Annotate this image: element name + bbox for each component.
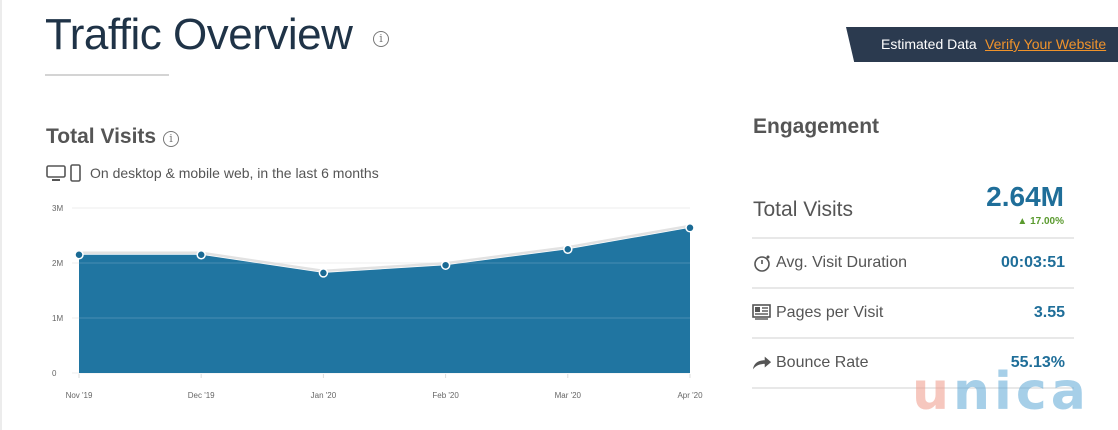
metric-bounce-rate: Bounce Rate 55.13% <box>752 353 1065 373</box>
divider <box>752 387 1074 389</box>
metric-label: Avg. Visit Duration <box>776 254 908 271</box>
x-tick-label: Feb '20 <box>432 391 459 400</box>
divider <box>752 337 1074 339</box>
data-point[interactable] <box>196 250 206 260</box>
metric-value: 55.13% <box>1010 354 1065 371</box>
title-underline <box>45 74 169 76</box>
arrow-up-icon: ▲ <box>1017 216 1028 227</box>
y-tick-label: 0 <box>52 369 57 378</box>
visits-area <box>79 227 690 373</box>
y-tick-label: 2M <box>52 259 63 268</box>
page-title: Traffic Overview <box>45 10 353 59</box>
unica-watermark: unica <box>912 362 1090 422</box>
info-icon[interactable]: i <box>163 131 179 147</box>
estimated-data-banner <box>846 27 1118 62</box>
stopwatch-icon <box>752 253 772 273</box>
device-icons <box>46 164 81 182</box>
data-point[interactable] <box>563 244 573 254</box>
metric-value: 00:03:51 <box>1000 254 1065 271</box>
verify-website-link[interactable]: Verify Your Website <box>985 36 1107 52</box>
watermark-rest: nica <box>953 362 1090 422</box>
change-value: 17.00% <box>1030 216 1064 227</box>
total-visits-chart[interactable]: 0 1M 2M 3M Nov '19 Dec '19 Jan '20 Feb '20 Mar '… <box>40 195 720 410</box>
metric-avg-visit-duration: Avg. Visit Duration 00:03:51 <box>752 253 1065 273</box>
metric-label: Pages per Visit <box>776 304 884 321</box>
x-tick-label: Jan '20 <box>311 391 337 400</box>
x-tick-label: Apr '20 <box>677 391 703 400</box>
data-point[interactable] <box>685 223 695 233</box>
divider <box>752 287 1074 289</box>
y-tick-label: 3M <box>52 204 63 213</box>
metric-label: Bounce Rate <box>776 354 869 371</box>
engagement-title: Engagement <box>753 115 880 138</box>
watermark-u: u <box>912 362 954 422</box>
data-point[interactable] <box>318 268 329 278</box>
x-tick-label: Dec '19 <box>188 391 215 400</box>
divider <box>752 237 1074 239</box>
total-visits-change: ▲ 17.00% <box>1017 216 1064 227</box>
data-point[interactable] <box>440 260 451 270</box>
desktop-icon <box>46 164 66 181</box>
total-visits-value: 2.64M <box>986 181 1064 212</box>
chart-subtitle: On desktop & mobile web, in the last 6 m… <box>90 165 379 181</box>
mobile-icon <box>70 164 81 182</box>
x-tick-label: Mar '20 <box>555 391 582 400</box>
total-visits-title: Total Visits <box>46 125 157 148</box>
bounce-arrow-icon <box>752 353 772 373</box>
data-point[interactable] <box>74 250 84 260</box>
total-visits-label: Total Visits <box>753 198 853 221</box>
left-border <box>0 0 2 430</box>
x-tick-label: Nov '19 <box>66 391 93 400</box>
y-tick-label: 1M <box>52 314 63 323</box>
info-icon[interactable]: i <box>373 31 389 47</box>
metric-pages-per-visit: Pages per Visit 3.55 <box>752 303 1065 323</box>
pages-icon <box>752 303 772 323</box>
estimated-data-label: Estimated Data <box>881 36 977 52</box>
metric-value: 3.55 <box>1033 304 1065 321</box>
